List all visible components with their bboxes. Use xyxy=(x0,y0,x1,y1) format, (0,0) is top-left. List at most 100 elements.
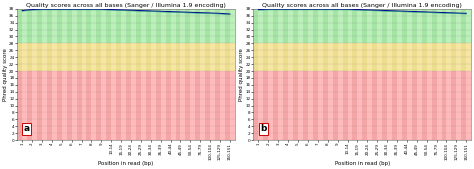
Bar xyxy=(175,43,181,71)
Text: b: b xyxy=(260,125,266,134)
Bar xyxy=(106,71,111,140)
Bar xyxy=(67,9,72,43)
Bar xyxy=(412,43,417,71)
Bar xyxy=(402,71,407,140)
Bar xyxy=(215,43,220,71)
Bar xyxy=(382,43,387,71)
X-axis label: Position in read (bp): Position in read (bp) xyxy=(99,161,154,166)
Bar xyxy=(392,9,397,43)
Bar xyxy=(86,71,91,140)
Bar xyxy=(293,71,298,140)
Bar xyxy=(402,9,407,43)
Bar xyxy=(422,9,427,43)
Bar xyxy=(313,43,318,71)
Bar xyxy=(283,43,288,71)
Bar xyxy=(303,71,308,140)
Bar xyxy=(422,43,427,71)
Bar xyxy=(17,9,235,43)
Bar xyxy=(106,43,111,71)
Bar xyxy=(165,9,171,43)
Bar xyxy=(57,9,62,43)
Bar xyxy=(195,71,201,140)
Bar xyxy=(86,9,91,43)
Bar xyxy=(156,71,161,140)
Bar xyxy=(17,71,235,140)
Bar xyxy=(67,43,72,71)
Bar xyxy=(372,43,377,71)
Bar xyxy=(412,71,417,140)
Bar xyxy=(146,9,151,43)
Bar xyxy=(67,71,72,140)
Bar xyxy=(333,43,337,71)
Bar xyxy=(422,71,427,140)
Bar xyxy=(37,71,42,140)
Bar xyxy=(136,9,141,43)
Bar xyxy=(17,71,22,140)
Bar xyxy=(323,71,328,140)
Bar xyxy=(402,43,407,71)
Bar xyxy=(156,43,161,71)
Y-axis label: Phred quality score: Phred quality score xyxy=(239,48,244,101)
Bar xyxy=(442,9,447,43)
Bar xyxy=(47,43,52,71)
Bar xyxy=(362,71,367,140)
Bar xyxy=(77,9,82,43)
Bar xyxy=(254,43,471,71)
Bar xyxy=(264,9,268,43)
Bar xyxy=(323,43,328,71)
Bar xyxy=(57,71,62,140)
Bar xyxy=(283,9,288,43)
Bar xyxy=(136,71,141,140)
Bar xyxy=(156,9,161,43)
Bar xyxy=(461,43,466,71)
Bar xyxy=(146,43,151,71)
Bar xyxy=(126,71,131,140)
Bar xyxy=(225,9,230,43)
Bar xyxy=(382,9,387,43)
Bar xyxy=(343,9,347,43)
Bar xyxy=(254,9,258,43)
Bar xyxy=(96,9,101,43)
Y-axis label: Phred quality score: Phred quality score xyxy=(3,48,8,101)
Bar xyxy=(392,43,397,71)
Bar xyxy=(126,43,131,71)
Bar xyxy=(126,9,131,43)
Bar xyxy=(382,71,387,140)
Bar xyxy=(185,9,191,43)
Bar xyxy=(165,43,171,71)
Bar xyxy=(175,71,181,140)
Text: a: a xyxy=(24,125,30,134)
Bar xyxy=(432,9,437,43)
Bar xyxy=(372,9,377,43)
Bar xyxy=(313,71,318,140)
Bar xyxy=(175,9,181,43)
Bar xyxy=(461,71,466,140)
Bar xyxy=(412,9,417,43)
Bar xyxy=(195,9,201,43)
Bar xyxy=(116,9,121,43)
Bar xyxy=(205,43,210,71)
Title: Quality scores across all bases (Sanger / Illumina 1.9 encoding): Quality scores across all bases (Sanger … xyxy=(263,3,462,8)
Bar xyxy=(353,9,357,43)
Bar xyxy=(353,71,357,140)
Bar xyxy=(343,43,347,71)
Bar xyxy=(273,43,278,71)
Bar xyxy=(106,9,111,43)
Bar xyxy=(47,71,52,140)
Bar xyxy=(362,43,367,71)
X-axis label: Position in read (bp): Position in read (bp) xyxy=(335,161,390,166)
Bar xyxy=(225,71,230,140)
Bar xyxy=(254,9,471,43)
Bar xyxy=(96,43,101,71)
Bar xyxy=(146,71,151,140)
Bar xyxy=(205,71,210,140)
Bar xyxy=(323,9,328,43)
Bar xyxy=(283,71,288,140)
Title: Quality scores across all bases (Sanger / Illumina 1.9 encoding): Quality scores across all bases (Sanger … xyxy=(26,3,226,8)
Bar xyxy=(185,71,191,140)
Bar xyxy=(57,43,62,71)
Bar xyxy=(313,9,318,43)
Bar xyxy=(27,71,32,140)
Bar xyxy=(165,71,171,140)
Bar xyxy=(273,9,278,43)
